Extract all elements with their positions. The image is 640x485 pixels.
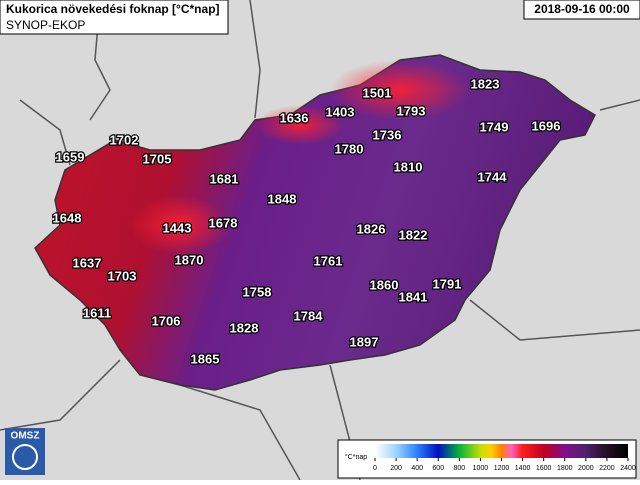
station-value: 1736 (373, 127, 402, 142)
station-value: 1828 (230, 320, 259, 335)
station-value: 1744 (478, 169, 508, 184)
station-value: 1865 (191, 351, 220, 366)
station-value: 1823 (471, 76, 500, 91)
station-value: 1501 (363, 85, 392, 100)
timestamp-box (523, 0, 640, 20)
station-value: 1648 (53, 210, 82, 225)
logo (5, 428, 45, 475)
colorbar (375, 444, 628, 458)
station-value: 1784 (294, 308, 324, 323)
station-value: 1822 (399, 227, 428, 242)
station-value: 1791 (433, 276, 462, 291)
colorbar-label: 2000 (578, 465, 594, 472)
station-value: 1443 (163, 220, 192, 235)
station-value: 1705 (143, 151, 172, 166)
colorbar-label: 200 (390, 465, 402, 472)
title-box (0, 0, 229, 35)
station-value: 1826 (357, 221, 386, 236)
station-value: 1636 (280, 110, 309, 125)
station-value: 1758 (243, 284, 272, 299)
station-value: 1841 (399, 289, 428, 304)
source: SYNOP-EKOP (6, 18, 85, 32)
station-value: 1637 (73, 255, 102, 270)
station-value: 1897 (350, 334, 379, 349)
station-value: 1793 (397, 103, 426, 118)
colorbar-label: 2200 (599, 465, 615, 472)
station-value: 1870 (175, 252, 204, 267)
colorbar-label: 0 (373, 465, 377, 472)
colorbar-label: 1400 (515, 465, 531, 472)
country (34, 54, 596, 391)
station-value: 1611 (83, 305, 111, 320)
station-value: 1780 (335, 141, 364, 156)
title: Kukorica növekedési foknap [°C*nap] (6, 2, 220, 16)
station-value: 1659 (56, 149, 85, 164)
station-value: 1848 (268, 191, 297, 206)
station-value: 1761 (314, 253, 343, 268)
station-value: 1403 (326, 104, 355, 119)
station-value: 1749 (480, 119, 509, 134)
logo-text: OMSZ (11, 431, 40, 442)
station-value: 1681 (210, 171, 239, 186)
colorbar-label: 2400 (620, 465, 636, 472)
colorbar-label: 400 (411, 465, 423, 472)
station-value: 1706 (152, 313, 181, 328)
colorbar-label: 1600 (536, 465, 552, 472)
colorbar-label: 1000 (473, 465, 489, 472)
colorbar-label: 1800 (557, 465, 573, 472)
station-value: 1678 (209, 215, 238, 230)
station-value: 1702 (110, 132, 139, 147)
hot-area (330, 60, 470, 120)
colorbar-label: 600 (432, 465, 444, 472)
station-value: 1860 (370, 277, 399, 292)
logo-emblem (12, 444, 38, 470)
station-value: 1703 (108, 268, 137, 283)
station-value: 1696 (532, 118, 561, 133)
station-value: 1810 (394, 159, 423, 174)
hot-area (255, 105, 345, 145)
hot-area (130, 195, 230, 255)
colorbar-label: 800 (453, 465, 465, 472)
colorbar-label: 1200 (494, 465, 510, 472)
legend-unit: °C*nap (345, 453, 367, 461)
timestamp: 2018-09-16 00:00 (534, 2, 630, 16)
